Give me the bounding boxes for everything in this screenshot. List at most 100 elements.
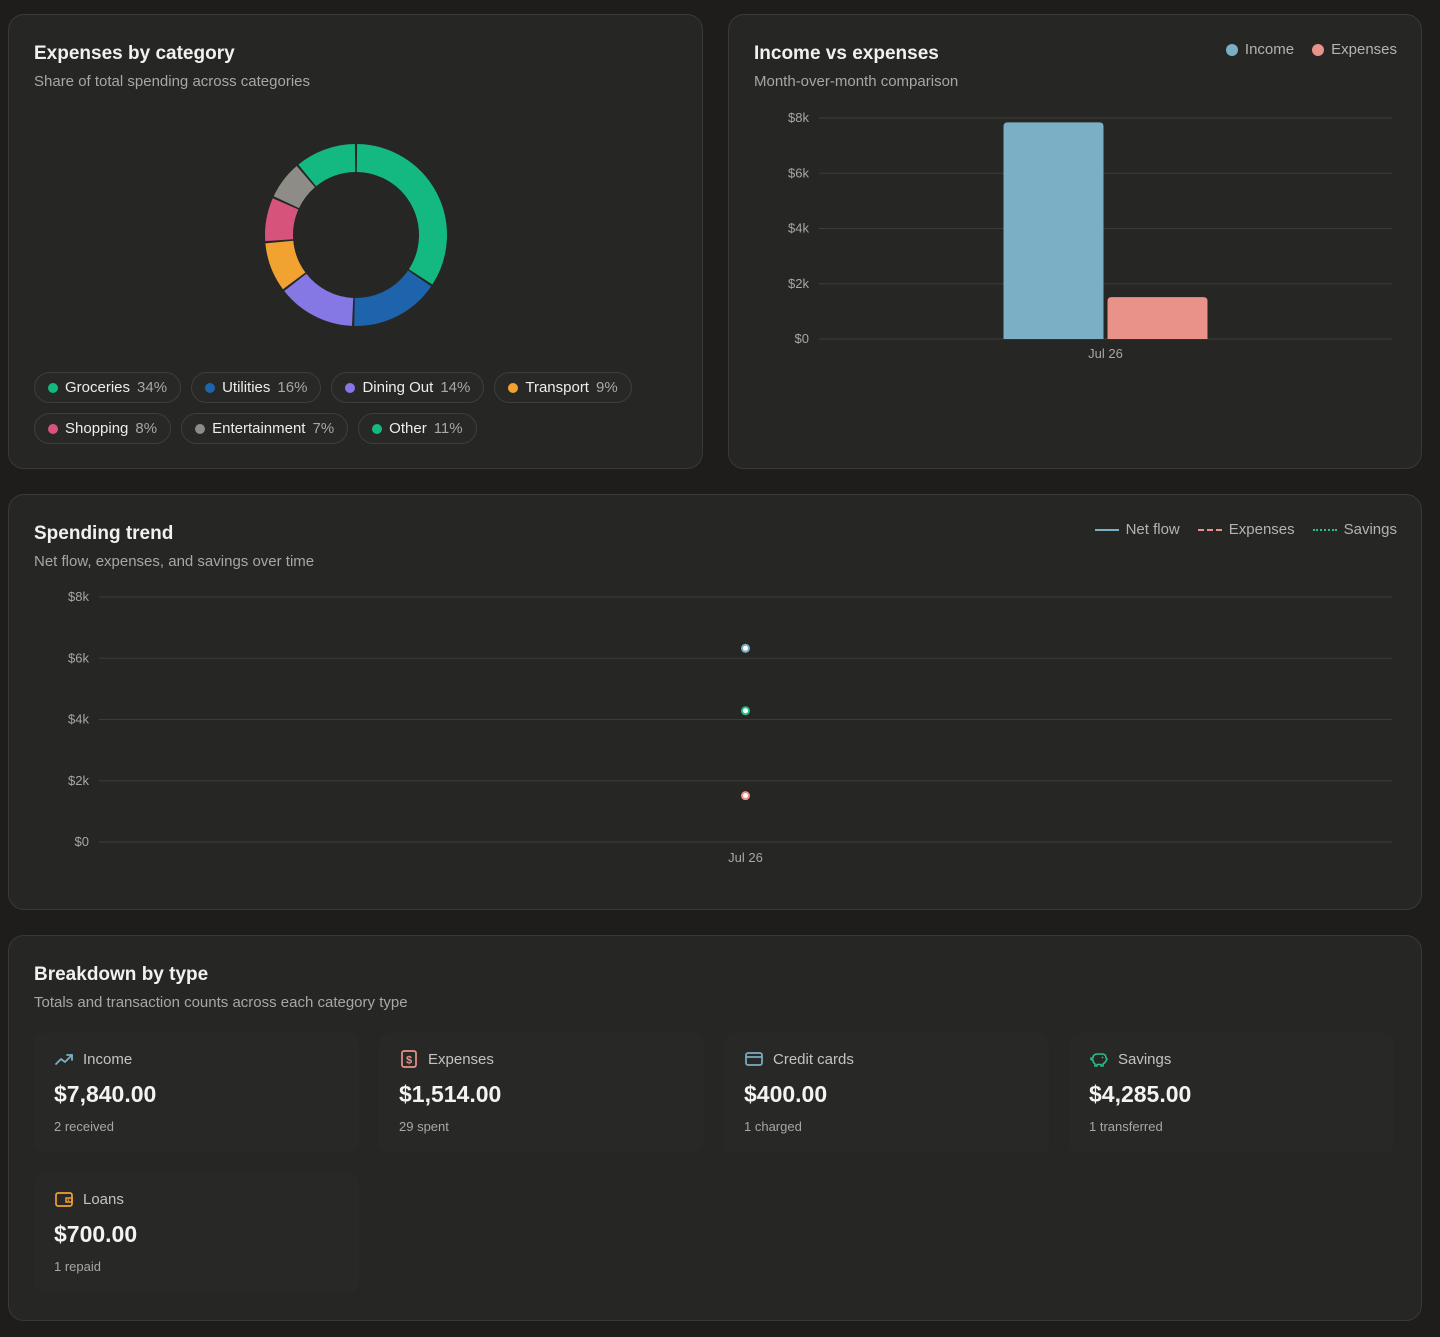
spending-trend-card: Spending trend Net flow, expenses, and s… (8, 494, 1422, 910)
card-subtitle: Totals and transaction counts across eac… (34, 994, 408, 1011)
tile-header: Loans (54, 1189, 124, 1209)
legend-label: Income (1244, 41, 1295, 58)
donut-slice-dining-out[interactable] (284, 273, 354, 326)
category-pill-dining-out[interactable]: Dining Out 14% (331, 372, 485, 403)
legend-dot (48, 382, 58, 393)
category-percent: 8% (135, 420, 158, 437)
legend-label: Net flow (1125, 521, 1180, 538)
tile-label: Expenses (428, 1050, 494, 1068)
category-pill-other[interactable]: Other 11% (358, 413, 477, 444)
y-tick-label: $2k (788, 276, 809, 291)
donut-slice-groceries[interactable] (356, 144, 447, 285)
legend-dot (508, 382, 519, 393)
category-pill-utilities[interactable]: Utilities 16% (191, 372, 322, 403)
tile-header: Credit cards (744, 1049, 854, 1069)
tile-count: 1 transferred (1089, 1119, 1163, 1134)
category-percent: 9% (595, 379, 618, 396)
tile-amount: $400.00 (744, 1081, 828, 1107)
donut-slice-transport[interactable] (265, 240, 306, 290)
card-title: Expenses by category (34, 43, 235, 64)
legend-label: Savings (1343, 521, 1397, 538)
category-percent: 11% (433, 420, 463, 437)
point-expenses[interactable] (741, 791, 750, 801)
category-pill-shopping[interactable]: Shopping 8% (34, 413, 172, 444)
breakdown-tile-expenses[interactable]: $ Expenses $1,514.00 29 spent (379, 1033, 704, 1153)
legend-dot (1312, 43, 1325, 56)
bar-income[interactable] (1003, 122, 1104, 339)
legend-dot (372, 423, 383, 434)
x-tick-label: Jul 26 (1088, 346, 1123, 361)
tile-count: 1 charged (744, 1119, 802, 1134)
card-title: Breakdown by type (34, 964, 209, 985)
point-savings[interactable] (741, 706, 750, 716)
category-percent: 16% (277, 379, 308, 396)
legend-item-net-flow[interactable]: Net flow (1094, 521, 1180, 538)
breakdown-tile-loans[interactable]: Loans $700.00 1 repaid (34, 1173, 359, 1293)
tile-label: Credit cards (773, 1050, 854, 1068)
piggy-bank-icon (1089, 1049, 1109, 1069)
tile-amount: $7,840.00 (54, 1081, 157, 1107)
tile-amount: $4,285.00 (1089, 1081, 1192, 1107)
category-label: Shopping (65, 420, 129, 437)
category-pill-groceries[interactable]: Groceries 34% (34, 372, 182, 403)
tile-label: Savings (1118, 1050, 1172, 1068)
legend-label: Expenses (1331, 41, 1397, 58)
y-tick-label: $4k (68, 712, 89, 727)
x-tick-label: Jul 26 (728, 850, 763, 865)
legend-item-expenses[interactable]: Expenses (1197, 521, 1295, 538)
category-pill-transport[interactable]: Transport 9% (494, 372, 632, 403)
category-label: Transport (525, 379, 589, 396)
legend-line-swatch (1094, 528, 1119, 531)
category-percent: 7% (312, 420, 335, 437)
tile-count: 29 spent (399, 1119, 449, 1134)
tile-header: $ Expenses (399, 1049, 494, 1069)
card-subtitle: Share of total spending across categorie… (34, 73, 310, 90)
breakdown-tile-income[interactable]: Income $7,840.00 2 received (34, 1033, 359, 1153)
breakdown-tile-savings[interactable]: Savings $4,285.00 1 transferred (1069, 1033, 1394, 1153)
trending-up-icon (54, 1049, 74, 1069)
point-net-flow[interactable] (741, 643, 750, 653)
legend-dot (195, 423, 206, 434)
y-tick-label: $8k (68, 589, 89, 604)
chart-legend: Net flow Expenses Savings (1094, 521, 1397, 538)
category-percent: 34% (137, 379, 168, 396)
tile-amount: $1,514.00 (399, 1081, 502, 1107)
donut-slice-other[interactable] (298, 144, 356, 187)
bar-expenses[interactable] (1107, 297, 1208, 339)
tile-label: Loans (83, 1190, 124, 1208)
card-subtitle: Month-over-month comparison (754, 73, 959, 90)
tile-header: Savings (1089, 1049, 1171, 1069)
y-tick-label: $6k (68, 650, 89, 665)
donut-slice-utilities[interactable] (354, 270, 432, 326)
breakdown-tile-credit-cards[interactable]: Credit cards $400.00 1 charged (724, 1033, 1049, 1153)
category-label: Entertainment (212, 420, 306, 437)
category-legend: Groceries 34% Utilities 16% Dining Out 14% Tra… (34, 372, 694, 444)
legend-item-income[interactable]: Income (1225, 41, 1295, 58)
card-title: Spending trend (34, 523, 174, 544)
category-label: Utilities (222, 379, 271, 396)
donut-slice-entertainment[interactable] (273, 166, 316, 209)
donut-slice-shopping[interactable] (265, 198, 299, 242)
category-donut-chart (265, 144, 447, 326)
wallet-icon (54, 1189, 74, 1209)
category-label: Other (389, 420, 427, 437)
legend-dot (1225, 43, 1238, 56)
legend-line-swatch (1197, 528, 1222, 531)
tile-header: Income (54, 1049, 132, 1069)
tile-count: 2 received (54, 1119, 114, 1134)
tile-amount: $700.00 (54, 1221, 138, 1247)
tile-label: Income (83, 1050, 133, 1068)
y-tick-label: $4k (788, 221, 809, 236)
y-tick-label: $8k (788, 110, 809, 125)
y-tick-label: $6k (788, 165, 809, 180)
receipt-dollar-icon: $ (399, 1049, 419, 1069)
legend-dot (345, 382, 356, 393)
legend-item-savings[interactable]: Savings (1312, 521, 1397, 538)
breakdown-by-type-card: Breakdown by type Totals and transaction… (8, 935, 1422, 1321)
legend-line-swatch (1312, 528, 1337, 531)
category-label: Groceries (65, 379, 131, 396)
category-pill-entertainment[interactable]: Entertainment 7% (181, 413, 349, 444)
legend-item-expenses[interactable]: Expenses (1312, 41, 1397, 58)
category-percent: 14% (440, 379, 471, 396)
card-subtitle: Net flow, expenses, and savings over tim… (34, 553, 315, 570)
